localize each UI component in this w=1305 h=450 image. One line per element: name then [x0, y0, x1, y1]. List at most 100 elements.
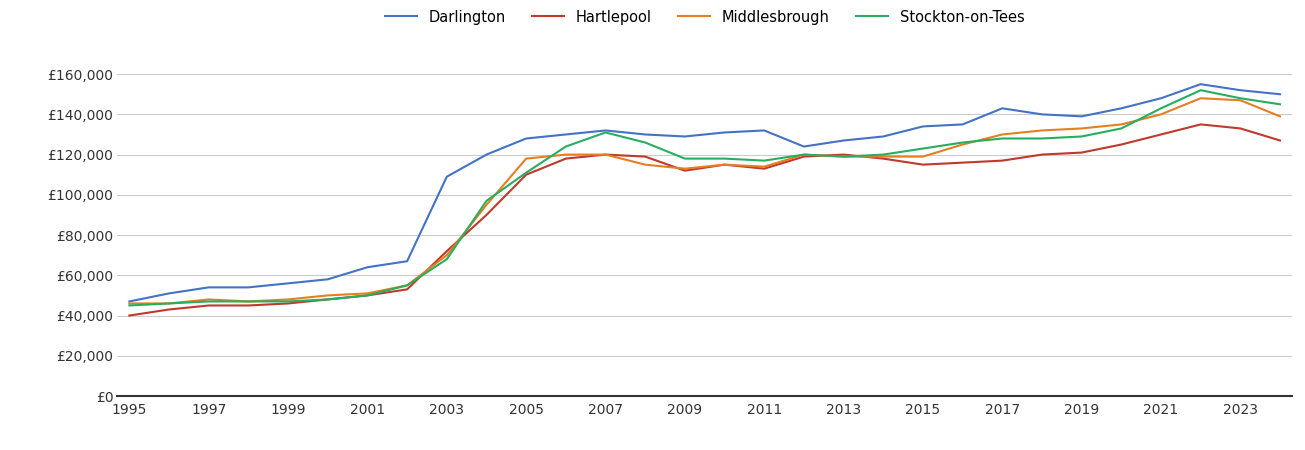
Middlesbrough [955, 142, 971, 147]
Hartlepool [479, 212, 495, 218]
Darlington [399, 258, 415, 264]
Middlesbrough [835, 154, 851, 159]
Middlesbrough [994, 132, 1010, 137]
Darlington [479, 152, 495, 158]
Hartlepool [716, 162, 732, 167]
Hartlepool [1193, 122, 1208, 127]
Stockton-on-Tees [201, 299, 217, 304]
Middlesbrough [559, 152, 574, 158]
Hartlepool [438, 248, 454, 254]
Darlington [281, 281, 296, 286]
Stockton-on-Tees [1272, 102, 1288, 107]
Stockton-on-Tees [1232, 95, 1248, 101]
Darlington [994, 106, 1010, 111]
Darlington [438, 174, 454, 180]
Hartlepool [281, 301, 296, 306]
Middlesbrough [518, 156, 534, 161]
Stockton-on-Tees [479, 198, 495, 203]
Middlesbrough [399, 283, 415, 288]
Darlington [598, 128, 613, 133]
Stockton-on-Tees [559, 144, 574, 149]
Darlington [360, 265, 376, 270]
Hartlepool [677, 168, 693, 173]
Stockton-on-Tees [598, 130, 613, 135]
Line: Stockton-on-Tees: Stockton-on-Tees [129, 90, 1280, 306]
Darlington [1034, 112, 1049, 117]
Darlington [1154, 95, 1169, 101]
Hartlepool [559, 156, 574, 161]
Stockton-on-Tees [438, 256, 454, 262]
Hartlepool [994, 158, 1010, 163]
Darlington [1232, 87, 1248, 93]
Middlesbrough [1193, 95, 1208, 101]
Middlesbrough [360, 291, 376, 296]
Hartlepool [598, 152, 613, 158]
Darlington [876, 134, 891, 139]
Stockton-on-Tees [121, 303, 137, 308]
Stockton-on-Tees [915, 146, 930, 151]
Hartlepool [955, 160, 971, 165]
Hartlepool [1074, 150, 1090, 155]
Middlesbrough [1113, 122, 1129, 127]
Hartlepool [876, 156, 891, 161]
Hartlepool [1154, 132, 1169, 137]
Darlington [121, 299, 137, 304]
Middlesbrough [438, 252, 454, 258]
Middlesbrough [915, 154, 930, 159]
Stockton-on-Tees [1154, 106, 1169, 111]
Stockton-on-Tees [1113, 126, 1129, 131]
Stockton-on-Tees [796, 152, 812, 158]
Hartlepool [360, 292, 376, 298]
Middlesbrough [479, 202, 495, 207]
Darlington [677, 134, 693, 139]
Hartlepool [835, 152, 851, 158]
Hartlepool [796, 154, 812, 159]
Hartlepool [201, 303, 217, 308]
Stockton-on-Tees [876, 152, 891, 158]
Middlesbrough [240, 299, 256, 304]
Hartlepool [1113, 142, 1129, 147]
Stockton-on-Tees [1034, 136, 1049, 141]
Darlington [835, 138, 851, 143]
Darlington [1193, 81, 1208, 87]
Stockton-on-Tees [994, 136, 1010, 141]
Hartlepool [1034, 152, 1049, 158]
Middlesbrough [320, 292, 335, 298]
Darlington [796, 144, 812, 149]
Stockton-on-Tees [637, 140, 652, 145]
Stockton-on-Tees [1193, 87, 1208, 93]
Middlesbrough [637, 162, 652, 167]
Legend: Darlington, Hartlepool, Middlesbrough, Stockton-on-Tees: Darlington, Hartlepool, Middlesbrough, S… [385, 10, 1024, 25]
Middlesbrough [1074, 126, 1090, 131]
Stockton-on-Tees [162, 301, 177, 306]
Middlesbrough [162, 301, 177, 306]
Stockton-on-Tees [360, 292, 376, 298]
Hartlepool [121, 313, 137, 318]
Darlington [162, 291, 177, 296]
Darlington [201, 285, 217, 290]
Middlesbrough [1232, 98, 1248, 103]
Stockton-on-Tees [835, 154, 851, 159]
Middlesbrough [876, 154, 891, 159]
Hartlepool [757, 166, 773, 171]
Middlesbrough [598, 152, 613, 158]
Stockton-on-Tees [240, 299, 256, 304]
Stockton-on-Tees [399, 283, 415, 288]
Middlesbrough [1272, 114, 1288, 119]
Hartlepool [399, 287, 415, 292]
Darlington [1074, 114, 1090, 119]
Darlington [1272, 91, 1288, 97]
Stockton-on-Tees [281, 299, 296, 304]
Stockton-on-Tees [757, 158, 773, 163]
Hartlepool [1272, 138, 1288, 143]
Stockton-on-Tees [955, 140, 971, 145]
Hartlepool [320, 297, 335, 302]
Stockton-on-Tees [677, 156, 693, 161]
Stockton-on-Tees [716, 156, 732, 161]
Stockton-on-Tees [320, 297, 335, 302]
Darlington [320, 277, 335, 282]
Hartlepool [518, 172, 534, 177]
Middlesbrough [716, 162, 732, 167]
Darlington [240, 285, 256, 290]
Line: Middlesbrough: Middlesbrough [129, 98, 1280, 303]
